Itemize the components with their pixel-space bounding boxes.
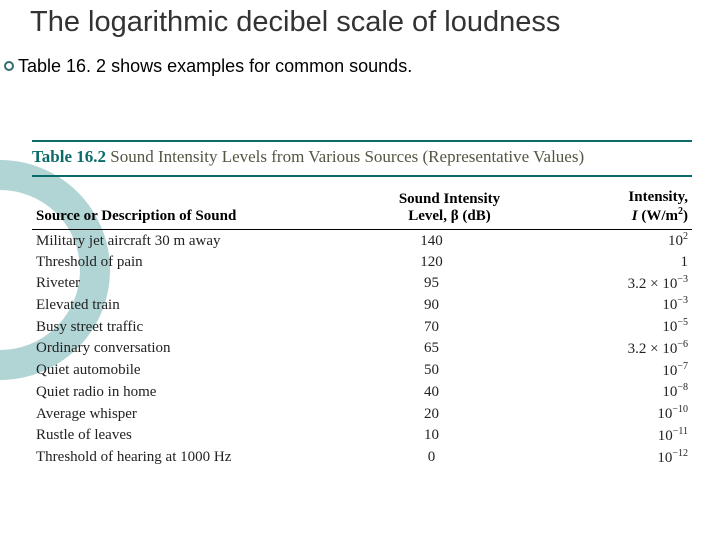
- table-row: Quiet radio in home4010−8: [32, 381, 692, 403]
- table-caption-label: Table 16.2: [32, 147, 106, 166]
- sound-intensity-table: Table 16.2 Sound Intensity Levels from V…: [32, 140, 692, 468]
- col-header-level-line2: Level, β (dB): [366, 208, 533, 225]
- cell-intensity: 10−7: [537, 360, 692, 382]
- col-header-intensity-line2: I (W/m2): [541, 206, 688, 225]
- col-header-intensity: Intensity, I (W/m2): [537, 187, 692, 230]
- col-header-level-line1: Sound Intensity: [366, 191, 533, 208]
- col-header-level: Sound Intensity Level, β (dB): [362, 187, 537, 230]
- table-row: Quiet automobile5010−7: [32, 360, 692, 382]
- cell-source: Threshold of pain: [32, 252, 362, 273]
- table-row: Military jet aircraft 30 m away140102: [32, 230, 692, 252]
- cell-intensity: 1: [537, 252, 692, 273]
- cell-level: 70: [362, 316, 537, 338]
- table-row: Threshold of pain1201: [32, 252, 692, 273]
- slide: The logarithmic decibel scale of loudnes…: [0, 0, 720, 540]
- table-row: Threshold of hearing at 1000 Hz010−12: [32, 447, 692, 469]
- cell-intensity: 10−5: [537, 316, 692, 338]
- table-caption-text: Sound Intensity Levels from Various Sour…: [110, 147, 584, 166]
- cell-intensity: 3.2 × 10−3: [537, 273, 692, 295]
- table-row: Busy street traffic7010−5: [32, 316, 692, 338]
- cell-level: 120: [362, 252, 537, 273]
- cell-source: Elevated train: [32, 294, 362, 316]
- cell-source: Ordinary conversation: [32, 338, 362, 360]
- bullet-icon: [4, 61, 14, 71]
- cell-level: 20: [362, 403, 537, 425]
- cell-level: 65: [362, 338, 537, 360]
- cell-intensity: 10−10: [537, 403, 692, 425]
- cell-intensity: 10−11: [537, 425, 692, 447]
- cell-source: Military jet aircraft 30 m away: [32, 230, 362, 252]
- cell-level: 10: [362, 425, 537, 447]
- cell-intensity: 102: [537, 230, 692, 252]
- page-subtitle: Table 16. 2 shows examples for common so…: [18, 56, 412, 77]
- table-caption: Table 16.2 Sound Intensity Levels from V…: [32, 140, 692, 177]
- cell-level: 0: [362, 447, 537, 469]
- cell-source: Threshold of hearing at 1000 Hz: [32, 447, 362, 469]
- cell-level: 40: [362, 381, 537, 403]
- table-row: Riveter953.2 × 10−3: [32, 273, 692, 295]
- cell-level: 90: [362, 294, 537, 316]
- table-row: Rustle of leaves1010−11: [32, 425, 692, 447]
- table-row: Elevated train9010−3: [32, 294, 692, 316]
- col-header-source-text: Source or Description of Sound: [36, 208, 236, 224]
- cell-source: Quiet automobile: [32, 360, 362, 382]
- cell-source: Riveter: [32, 273, 362, 295]
- cell-source: Busy street traffic: [32, 316, 362, 338]
- cell-source: Average whisper: [32, 403, 362, 425]
- col-header-source: Source or Description of Sound: [32, 187, 362, 230]
- cell-level: 50: [362, 360, 537, 382]
- cell-intensity: 10−12: [537, 447, 692, 469]
- data-table: Source or Description of Sound Sound Int…: [32, 187, 692, 468]
- page-title: The logarithmic decibel scale of loudnes…: [30, 6, 700, 39]
- cell-level: 140: [362, 230, 537, 252]
- table-row: Ordinary conversation653.2 × 10−6: [32, 338, 692, 360]
- cell-source: Rustle of leaves: [32, 425, 362, 447]
- col-header-intensity-line1: Intensity,: [541, 189, 688, 206]
- cell-intensity: 10−8: [537, 381, 692, 403]
- table-body: Military jet aircraft 30 m away140102Thr…: [32, 230, 692, 469]
- cell-intensity: 3.2 × 10−6: [537, 338, 692, 360]
- cell-intensity: 10−3: [537, 294, 692, 316]
- cell-source: Quiet radio in home: [32, 381, 362, 403]
- table-row: Average whisper2010−10: [32, 403, 692, 425]
- cell-level: 95: [362, 273, 537, 295]
